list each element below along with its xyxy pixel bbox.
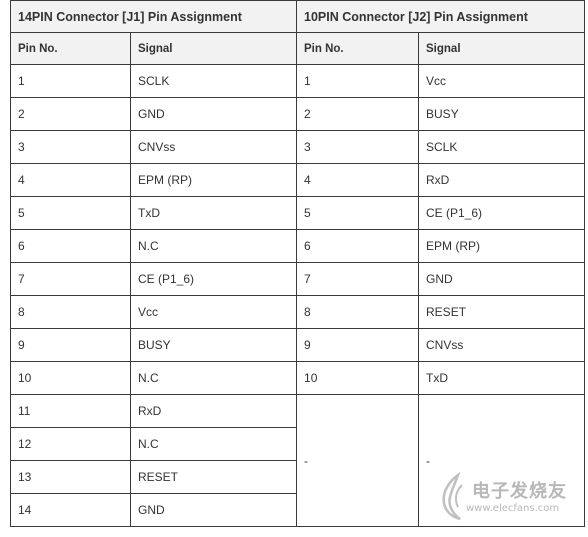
pin-assignment-table: 14PIN Connector [J1] Pin Assignment 10PI… [9,0,586,527]
j1-pin-cell: 4 [10,163,131,197]
j1-pin-column-header: Pin No. [10,32,131,65]
j1-pin-cell: 12 [10,427,131,461]
j1-signal-cell: TxD [129,196,298,230]
j2-pin-cell: 8 [296,295,420,329]
j2-signal-cell: CE (P1_6) [418,196,586,230]
j2-pin-cell: 1 [296,64,420,98]
j1-signal-cell: GND [129,97,298,131]
j2-signal-column-header: Signal [418,32,586,65]
j2-empty-pin-cell: - [296,394,420,527]
j2-signal-cell: Vcc [418,64,586,98]
j2-pin-cell: 3 [296,130,420,164]
j2-signal-cell: GND [418,262,586,296]
table-row: 3 CNVss 3 SCLK [10,130,586,164]
j1-signal-cell: N.C [129,229,298,263]
j1-pin-cell: 13 [10,460,131,494]
j2-signal-cell: RESET [418,295,586,329]
j2-pin-cell: 5 [296,196,420,230]
j1-pin-cell: 1 [10,64,131,98]
j1-signal-cell: Vcc [129,295,298,329]
j1-signal-cell: BUSY [129,328,298,362]
j2-pin-cell: 10 [296,361,420,395]
j2-signal-cell: SCLK [418,130,586,164]
j2-signal-cell: CNVss [418,328,586,362]
table-row: 6 N.C 6 EPM (RP) [10,229,586,263]
j1-pin-cell: 10 [10,361,131,395]
j2-pin-cell: 6 [296,229,420,263]
j2-empty-signal-cell: - [418,394,586,527]
j1-pin-cell: 2 [10,97,131,131]
j1-signal-cell: CE (P1_6) [129,262,298,296]
column-header-row: Pin No. Signal Pin No. Signal [10,32,586,65]
table-row: 12 N.C [10,427,585,461]
table-row: 5 TxD 5 CE (P1_6) [10,196,586,230]
pin-assignment-table-container: 14PIN Connector [J1] Pin Assignment 10PI… [9,0,586,527]
j1-signal-cell: SCLK [129,64,298,98]
j1-signal-cell: GND [129,493,298,527]
j1-signal-cell: CNVss [129,130,298,164]
table-row: 1 SCLK 1 Vcc [10,64,586,98]
j1-signal-column-header: Signal [129,32,298,65]
j2-pin-column-header: Pin No. [296,32,420,65]
j2-header: 10PIN Connector [J2] Pin Assignment [296,0,586,33]
j1-pin-cell: 8 [10,295,131,329]
table-row: 11 RxD - - [10,394,586,527]
j2-pin-cell: 2 [296,97,420,131]
j1-signal-cell: RESET [129,460,298,494]
j1-signal-cell: N.C [129,361,298,395]
j1-pin-cell: 6 [10,229,131,263]
table-row: 8 Vcc 8 RESET [10,295,586,329]
j2-pin-cell: 9 [296,328,420,362]
table-row: 14 GND [10,493,585,527]
table-row: 2 GND 2 BUSY [10,97,586,131]
j1-pin-cell: 5 [10,196,131,230]
table-row: 4 EPM (RP) 4 RxD [10,163,586,197]
j2-signal-cell: EPM (RP) [418,229,586,263]
j2-signal-cell: RxD [418,163,586,197]
table-row: 7 CE (P1_6) 7 GND [10,262,586,296]
j1-header: 14PIN Connector [J1] Pin Assignment [9,0,298,33]
j1-pin-cell: 3 [10,130,131,164]
j1-pin-cell: 9 [10,328,131,362]
j1-pin-cell: 14 [10,493,131,527]
j2-pin-cell: 7 [296,262,420,296]
j1-signal-cell: N.C [129,427,298,461]
j2-signal-cell: BUSY [418,97,586,131]
table-row: 13 RESET [10,460,585,494]
j1-pin-cell: 11 [10,394,131,428]
j2-pin-cell: 4 [296,163,420,197]
j2-signal-cell: TxD [418,361,586,395]
j1-signal-cell: RxD [129,394,298,428]
j1-pin-cell: 7 [10,262,131,296]
j1-signal-cell: EPM (RP) [129,163,298,197]
table-title-row: 14PIN Connector [J1] Pin Assignment 10PI… [9,0,586,33]
table-row: 9 BUSY 9 CNVss [10,328,586,362]
table-row: 10 N.C 10 TxD [10,361,586,395]
